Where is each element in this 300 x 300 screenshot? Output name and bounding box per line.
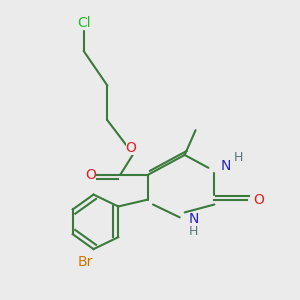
Text: O: O [253, 193, 264, 206]
Text: O: O [126, 141, 136, 155]
Text: O: O [85, 168, 96, 182]
Text: H: H [189, 225, 198, 238]
Text: H: H [234, 152, 244, 164]
Text: Cl: Cl [77, 16, 90, 30]
Text: N: N [189, 212, 199, 226]
Text: N: N [220, 159, 231, 173]
Text: Br: Br [78, 255, 93, 269]
